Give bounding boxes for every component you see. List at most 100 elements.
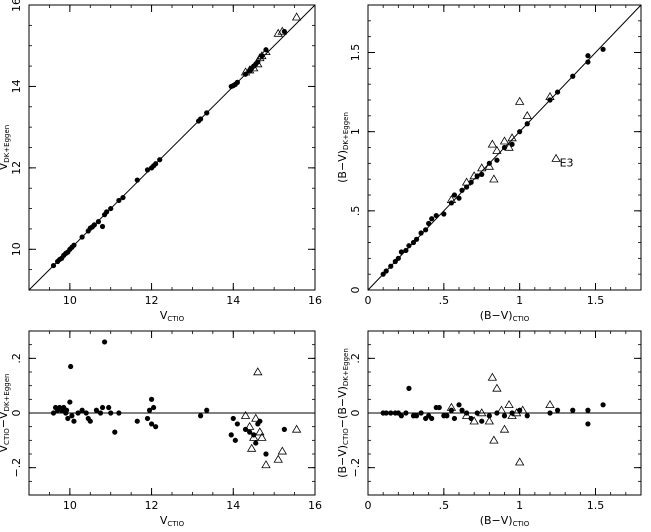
data-point-triangle [477, 408, 487, 417]
data-point-triangle [255, 427, 265, 436]
data-point-circle [134, 177, 140, 183]
data-point-triangle [273, 28, 283, 37]
data-point-triangle [249, 432, 259, 441]
x-tick-label: 0 [365, 499, 372, 512]
data-point-triangle [240, 410, 251, 419]
data-point-circle [83, 410, 89, 416]
data-point-circle [547, 410, 553, 416]
data-point-circle [398, 413, 404, 419]
data-point-triangle [522, 111, 532, 120]
data-point-circle [204, 407, 210, 413]
data-point-triangle [484, 161, 495, 170]
data-point-circle [234, 79, 240, 85]
data-point-triangle [469, 416, 479, 425]
data-point-circle [228, 432, 234, 438]
data-point-circle [69, 413, 75, 419]
data-point-triangle [487, 139, 498, 148]
data-point-circle [441, 211, 447, 217]
y-tick-label: 10 [10, 242, 23, 256]
data-point-triangle [446, 402, 457, 411]
data-point-circle [413, 236, 420, 242]
data-point-triangle [257, 432, 267, 441]
data-point-circle [585, 407, 591, 413]
data-point-circle [106, 404, 112, 411]
data-point-triangle [461, 177, 472, 186]
data-point-triangle [499, 136, 510, 145]
data-point-circle [108, 410, 114, 416]
data-point-circle [403, 410, 409, 416]
data-point-circle [79, 234, 85, 240]
data-point-circle [104, 209, 110, 215]
chart-bv-vs-bv: 0 .5 1 1.5 0 .5 1 1.5 E3 (B−V)CTIO (B−V)DK+Eggen [336, 4, 642, 323]
x-tick-label: 12 [145, 294, 159, 307]
x-tick-label: 14 [226, 499, 240, 512]
x-tick-label: .5 [439, 294, 450, 307]
data-point-circle [418, 230, 424, 236]
data-point-triangle [489, 435, 499, 444]
data-point-circle [494, 157, 500, 163]
data-point-circle [153, 424, 159, 430]
data-point-circle [444, 413, 450, 419]
data-point-circle [600, 46, 606, 52]
data-point-circle [403, 247, 409, 254]
data-point-circle [413, 413, 420, 419]
y-tick-label: −.2 [10, 458, 23, 478]
data-point-circle [263, 451, 269, 457]
data-point-triangle [514, 457, 525, 466]
data-point-circle [71, 242, 77, 248]
data-point-triangle [551, 153, 561, 162]
data-point-triangle [261, 47, 271, 56]
data-point-circle [585, 53, 591, 59]
data-point-circle [134, 418, 140, 424]
data-point-triangle [504, 400, 514, 409]
data-point-triangle [249, 63, 259, 72]
data-point-circle [459, 407, 465, 413]
data-point-circle [99, 404, 106, 411]
data-point-circle [63, 407, 70, 413]
data-point-triangle [496, 405, 507, 414]
y-axis-label: (B−V)DK+Eggen [336, 112, 350, 183]
data-point-circle [230, 415, 236, 422]
data-point-circle [146, 407, 153, 413]
data-point-circle [585, 421, 591, 427]
y-tick-label: 0 [349, 287, 362, 294]
data-point-circle [67, 399, 73, 405]
y-tick-label: .2 [349, 353, 362, 364]
data-point-circle [50, 410, 57, 416]
data-point-circle [148, 396, 155, 402]
x-axis-label: (B−V)CTIO [480, 309, 530, 323]
data-point-circle [234, 421, 240, 427]
data-point-circle [75, 410, 81, 416]
y-axis-label: VCTIO−VDK+Eggen [0, 374, 11, 453]
data-point-circle [198, 116, 204, 122]
data-point-circle [406, 243, 412, 249]
data-point-triangle [240, 67, 251, 76]
data-point-circle [509, 141, 515, 147]
data-point-circle [554, 89, 561, 95]
x-tick-label: 0 [365, 294, 372, 307]
data-point-triangle [255, 53, 265, 62]
data-point-circle [570, 73, 576, 79]
data-point-triangle [489, 174, 499, 183]
data-point-circle [204, 110, 210, 116]
data-point-circle [112, 429, 118, 435]
y-tick-label: 12 [10, 161, 23, 175]
data-point-circle [148, 421, 155, 427]
x-axis-label: VCTIO [160, 309, 185, 323]
y-axis-label: (B−V)CTIO−(B−V)DK+Eggen [336, 348, 350, 478]
data-point-triangle [492, 145, 502, 154]
data-point-triangle [461, 410, 472, 419]
data-point-triangle [291, 424, 302, 433]
data-point-circle [101, 339, 108, 345]
data-point-circle [281, 426, 287, 432]
data-point-circle [50, 262, 57, 269]
data-point-circle [144, 415, 151, 422]
data-point-circle [418, 410, 424, 416]
data-point-triangle [504, 142, 514, 151]
data-point-circle [97, 410, 104, 416]
data-point-circle [116, 410, 122, 416]
x-tick-label: .5 [439, 499, 450, 512]
data-point-circle [263, 47, 269, 53]
x-tick-label: 10 [63, 294, 77, 307]
